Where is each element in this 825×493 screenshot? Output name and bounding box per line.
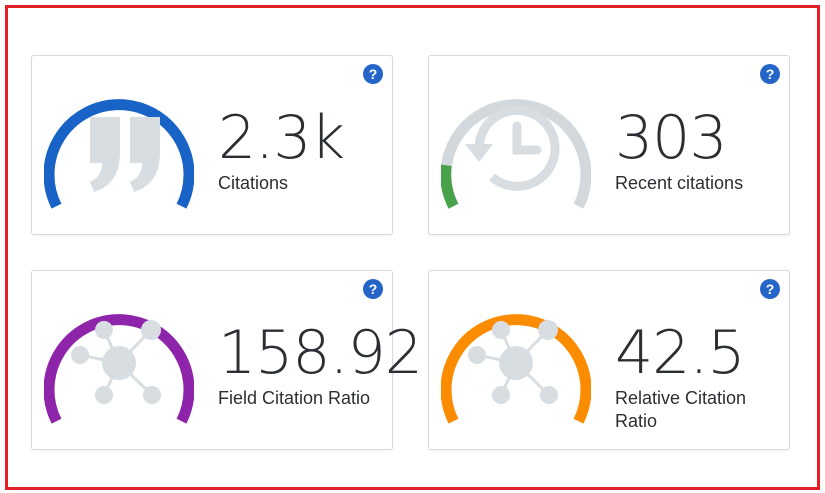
highlight-frame (5, 5, 820, 490)
network-icon (71, 320, 161, 404)
network-icon (468, 320, 558, 404)
citations-gauge-arc (44, 99, 194, 209)
help-icon[interactable]: ? (363, 279, 383, 299)
help-icon[interactable]: ? (760, 279, 780, 299)
field-citation-ratio-label: Field Citation Ratio (218, 388, 371, 408)
relative-citation-ratio-label: Relative Citation Ratio (615, 388, 747, 431)
help-icon[interactable]: ? (760, 64, 780, 84)
help-icon[interactable]: ? (363, 64, 383, 84)
recent-citations-value: 303 (615, 103, 728, 173)
history-icon (465, 105, 560, 191)
metric-card-citations: 2.3k Citations ? (31, 55, 393, 235)
field-citation-ratio-gauge (44, 314, 194, 424)
citations-value: 2.3k (218, 103, 345, 173)
relative-citation-ratio-gauge-arc (441, 314, 591, 424)
metric-card-field-citation-ratio: 158.92 Field Citation Ratio ? (31, 270, 423, 450)
field-citation-ratio-value: 158.92 (218, 318, 423, 388)
relative-citation-ratio-gauge (441, 314, 591, 424)
recent-citations-gauge-track (441, 99, 591, 209)
metric-card-recent-citations: 303 Recent citations ? (428, 55, 790, 235)
citations-label: Citations (218, 173, 289, 193)
recent-citations-label: Recent citations (615, 173, 744, 193)
quote-icon (90, 117, 160, 192)
citations-gauge (44, 99, 194, 209)
recent-citations-gauge (441, 99, 591, 209)
relative-citation-ratio-value: 42.5 (615, 318, 746, 388)
metric-card-relative-citation-ratio: 42.5 Relative Citation Ratio ? (428, 270, 790, 450)
recent-citations-gauge-arc (441, 164, 459, 209)
field-citation-ratio-gauge-arc (44, 314, 194, 424)
